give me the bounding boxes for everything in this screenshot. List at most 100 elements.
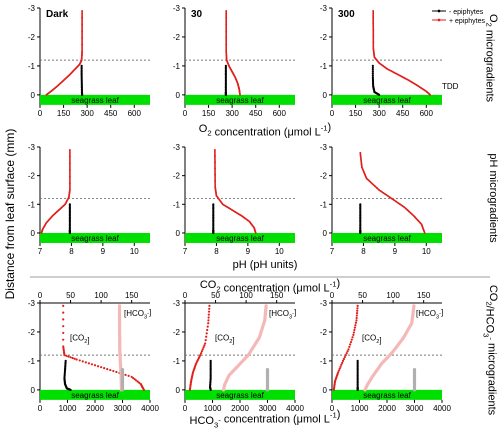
series-line [214, 149, 257, 234]
data-point [414, 83, 417, 86]
data-point [420, 87, 422, 89]
data-point [244, 217, 247, 220]
data-point [214, 187, 217, 190]
x-tick-label: 300 [372, 109, 386, 118]
data-point [372, 49, 375, 51]
y-tick-label: -3 [173, 299, 181, 308]
seagrass-leaf-label: seagrass leaf [216, 96, 264, 105]
data-point [214, 155, 216, 157]
data-point [378, 189, 381, 191]
seagrass-leaf-bar [40, 94, 150, 105]
data-point [378, 93, 381, 96]
data-point [243, 216, 246, 219]
co2-label: [CO2] [215, 334, 235, 345]
data-point [63, 354, 66, 357]
series--epiphytes [359, 151, 426, 234]
data-point [344, 354, 347, 357]
row-title-ph: pH microgradients [487, 153, 499, 243]
data-point [207, 313, 210, 316]
data-point [81, 50, 84, 53]
x-tick-label: 8 [69, 247, 74, 256]
top-x-tick-label: 100 [94, 291, 108, 300]
seagrass-leaf-label: seagrass leaf [216, 391, 264, 400]
data-point [217, 197, 220, 200]
data-point [371, 72, 374, 75]
data-point [109, 368, 112, 372]
data-point [374, 185, 376, 188]
data-point [412, 82, 415, 85]
data-point [45, 93, 48, 96]
data-point [421, 226, 424, 229]
y-tick-label: -3 [320, 143, 328, 152]
data-point [215, 193, 218, 196]
x-tick-label: 300 [225, 109, 239, 118]
data-point [359, 231, 362, 235]
y-tick-label: -2 [320, 33, 328, 42]
data-point [408, 79, 410, 82]
data-point [371, 66, 374, 69]
x-tick-label: 10 [130, 247, 139, 256]
data-point [142, 388, 145, 391]
hco3-label: [HCO3-] [124, 308, 151, 321]
series--epiphytes-co2 [356, 359, 359, 391]
data-point [81, 23, 84, 26]
data-point [201, 348, 204, 351]
data-point [228, 207, 230, 210]
data-point [423, 230, 426, 233]
data-point [382, 191, 385, 194]
hco3-label: [HCO3-] [269, 308, 296, 321]
x-tick-label: 150 [349, 109, 363, 118]
data-point [390, 197, 393, 200]
row-title-o2: O2 microgradients [484, 14, 499, 103]
data-point [355, 312, 359, 315]
data-point [81, 360, 84, 363]
data-point [62, 331, 65, 335]
x-tick-label: 10 [275, 247, 284, 256]
top-x-tick-label: 50 [66, 291, 75, 300]
y-tick-label: -3 [28, 4, 36, 13]
x-tick-label: 0 [330, 109, 335, 118]
data-point [239, 213, 241, 216]
y-tick-label: -2 [173, 328, 181, 337]
data-point [203, 344, 206, 347]
series--epiphytes [45, 9, 84, 96]
data-point [209, 388, 212, 391]
data-point [338, 367, 341, 370]
data-point [234, 211, 237, 213]
data-point [78, 359, 81, 362]
data-point [422, 88, 425, 91]
series--epiphytes [224, 64, 227, 96]
data-point [395, 200, 397, 203]
data-point [373, 53, 375, 56]
data-point [205, 332, 208, 335]
data-point [46, 220, 49, 223]
data-point [373, 54, 376, 57]
data-point [356, 309, 359, 312]
data-point [241, 215, 244, 218]
data-point [415, 217, 418, 220]
x-tick-label: 3000 [259, 404, 277, 413]
data-point [237, 212, 240, 215]
data-point [349, 340, 353, 344]
data-point [68, 162, 71, 165]
data-point [371, 64, 374, 68]
top-x-tick-label: 150 [417, 291, 431, 300]
y-tick-label: -2 [173, 33, 181, 42]
series-line [40, 149, 71, 234]
x-tick-label: 450 [104, 109, 118, 118]
data-point [424, 89, 426, 92]
data-point [81, 9, 84, 12]
y-tick-label: -3 [173, 143, 181, 152]
data-point [354, 321, 358, 324]
data-point [130, 375, 133, 378]
series--epiphytes-co2 [63, 359, 72, 391]
data-point [225, 16, 228, 19]
data-point [415, 84, 418, 87]
data-point [364, 175, 367, 178]
seagrass-leaf-label: seagrass leaf [71, 96, 119, 105]
panel-title: 30 [191, 9, 203, 20]
data-point [232, 210, 235, 212]
data-point [40, 232, 43, 234]
data-point [80, 54, 83, 57]
data-point [207, 322, 210, 325]
